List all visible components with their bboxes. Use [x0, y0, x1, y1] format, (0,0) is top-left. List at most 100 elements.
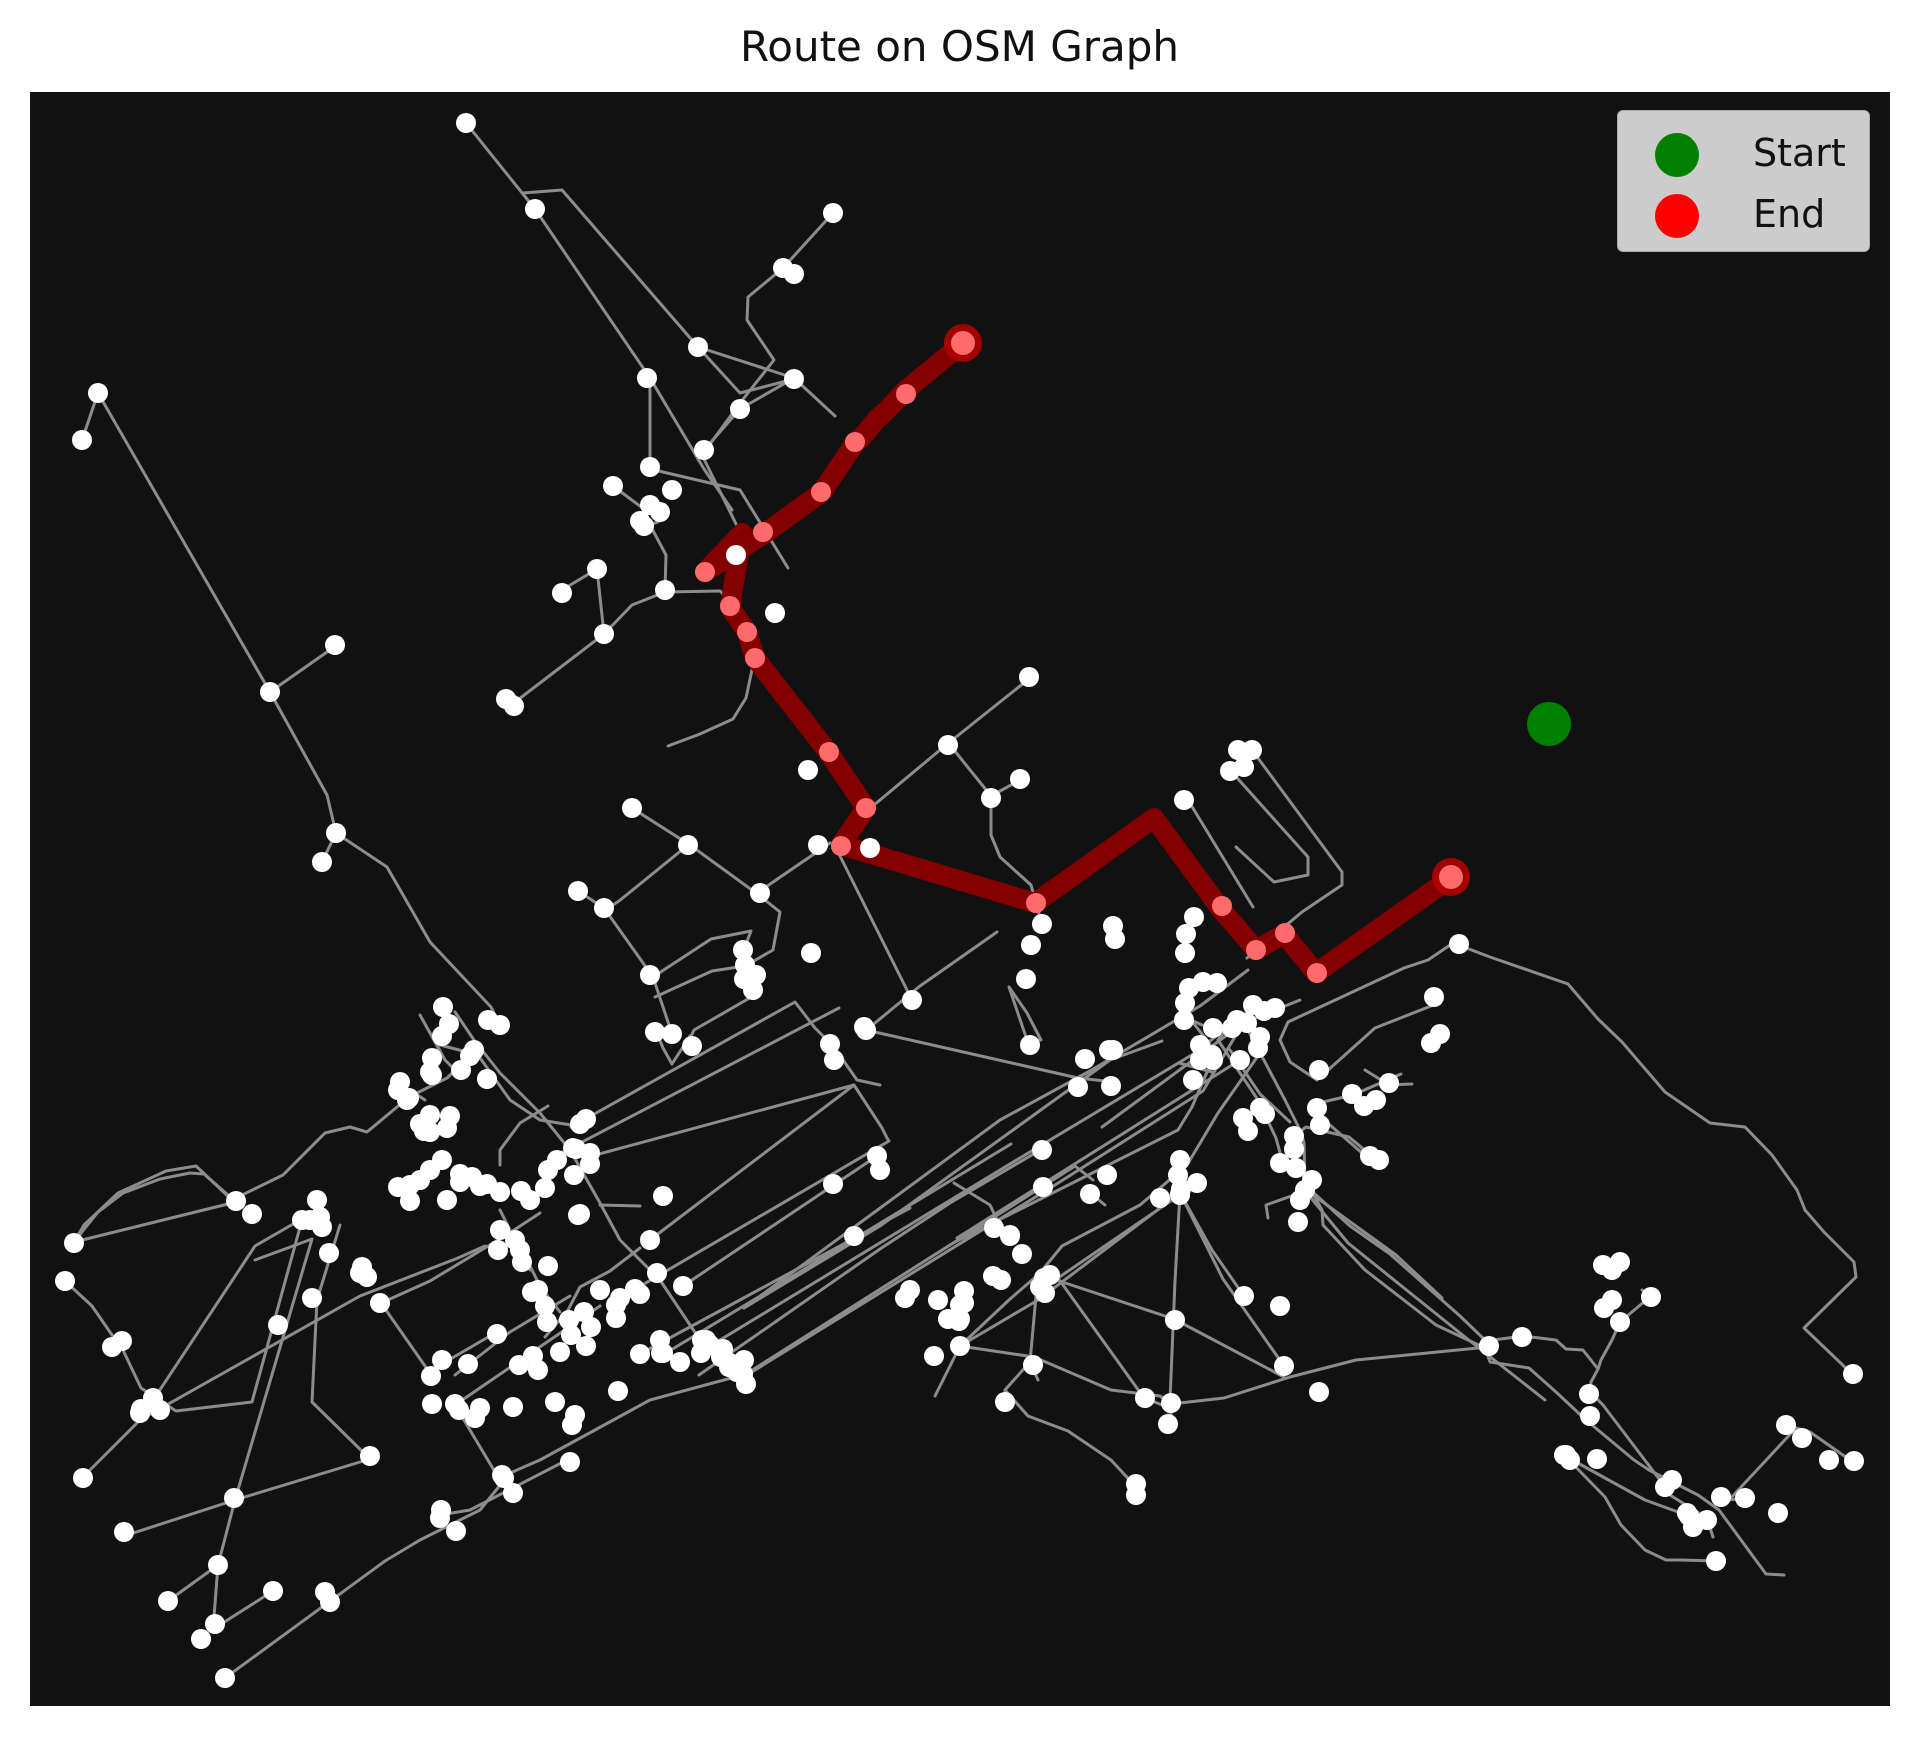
street-edge — [953, 1105, 1194, 1244]
graph-node — [949, 1311, 969, 1331]
graph-node — [590, 1280, 610, 1300]
graph-node — [1023, 1355, 1043, 1375]
graph-node — [205, 1614, 225, 1634]
graph-node — [1170, 1150, 1190, 1170]
graph-node — [630, 1284, 650, 1304]
graph-node — [559, 1310, 579, 1330]
graph-node — [1270, 1296, 1290, 1316]
graph-node — [470, 1398, 490, 1418]
street-edge — [81, 1418, 142, 1479]
graph-node — [492, 1465, 512, 1485]
graph-node — [630, 1344, 650, 1364]
graph-node — [1248, 1038, 1268, 1058]
graph-node — [1020, 1035, 1040, 1055]
graph-node — [1819, 1450, 1839, 1470]
graph-node — [208, 1555, 228, 1575]
graph-node — [576, 1336, 596, 1356]
graph-node — [651, 1343, 671, 1363]
graph-node — [1035, 1283, 1055, 1303]
graph-node — [512, 1252, 532, 1272]
graph-node — [522, 1282, 542, 1302]
graph-node — [1101, 1076, 1121, 1096]
graph-node — [995, 1392, 1015, 1412]
graph-node — [360, 1446, 380, 1466]
graph-node — [1768, 1503, 1788, 1523]
graph-node — [440, 1106, 460, 1126]
graph-node — [765, 603, 785, 623]
route-node — [856, 798, 876, 818]
street-edge — [1186, 798, 1255, 909]
street-edge — [659, 1142, 1013, 1358]
graph-node — [1034, 1268, 1054, 1288]
graph-node — [860, 838, 880, 858]
street-edge — [569, 1000, 836, 1129]
graph-node — [730, 399, 750, 419]
graph-node — [1844, 1451, 1864, 1471]
graph-node — [1161, 1393, 1181, 1413]
graph-node — [490, 1220, 510, 1240]
street-edge — [603, 843, 690, 912]
graph-node — [263, 1581, 283, 1601]
street-edge — [702, 376, 796, 452]
graph-node — [673, 1276, 693, 1296]
street-edge — [505, 632, 606, 701]
graph-node — [449, 1400, 469, 1420]
graph-node — [1032, 914, 1052, 934]
graph-node — [150, 1400, 170, 1420]
graph-node — [224, 1488, 244, 1508]
graph-node — [820, 1034, 840, 1054]
graph-node — [1068, 1077, 1088, 1097]
graph-node — [325, 635, 345, 655]
graph-node — [307, 1190, 327, 1210]
graph-node — [552, 583, 572, 603]
graph-node — [895, 1288, 915, 1308]
graph-node — [1174, 1010, 1194, 1030]
route-node — [753, 522, 773, 542]
graph-node — [1580, 1406, 1600, 1426]
graph-node — [662, 1024, 682, 1044]
graph-node — [1080, 1184, 1100, 1204]
street-edge — [1588, 1390, 1668, 1490]
graph-node — [1587, 1449, 1607, 1469]
street-edge — [476, 1053, 573, 1127]
graph-node — [640, 1230, 660, 1250]
graph-node — [488, 1240, 508, 1260]
graph-node — [564, 1165, 584, 1185]
graph-node — [924, 1346, 944, 1366]
graph-node — [1843, 1364, 1863, 1384]
graph-node — [1556, 1445, 1576, 1465]
graph-node — [574, 1302, 594, 1322]
graph-node — [509, 1355, 529, 1375]
graph-node — [1309, 1060, 1329, 1080]
street-edge — [697, 1147, 1044, 1377]
graph-node — [1126, 1474, 1146, 1494]
street-edge — [533, 207, 652, 380]
street-edge — [1264, 1191, 1302, 1220]
route-node — [896, 384, 916, 404]
graph-node — [1776, 1415, 1796, 1435]
graph-node — [1233, 1108, 1253, 1128]
street-edge — [696, 345, 837, 418]
graph-node — [824, 1050, 844, 1070]
graph-node — [464, 1040, 484, 1060]
graph-node — [1579, 1384, 1599, 1404]
start-marker — [1527, 702, 1571, 746]
graph-node — [1105, 929, 1125, 949]
graph-node — [662, 480, 682, 500]
graph-node — [1010, 769, 1030, 789]
graph-node — [1168, 1165, 1188, 1185]
graph-node — [640, 965, 660, 985]
route-node — [831, 836, 851, 856]
graph-node — [1176, 924, 1196, 944]
graph-node — [478, 1010, 498, 1030]
graph-node — [647, 1263, 667, 1283]
graph-node — [397, 1090, 417, 1110]
legend-start-marker — [1655, 133, 1699, 177]
graph-node — [1307, 1098, 1327, 1118]
graph-node — [1000, 1225, 1020, 1245]
graph-node — [1097, 1165, 1117, 1185]
graph-node — [733, 940, 753, 960]
graph-node — [1662, 1470, 1682, 1490]
graph-node — [490, 1182, 510, 1202]
graph-node — [798, 760, 818, 780]
